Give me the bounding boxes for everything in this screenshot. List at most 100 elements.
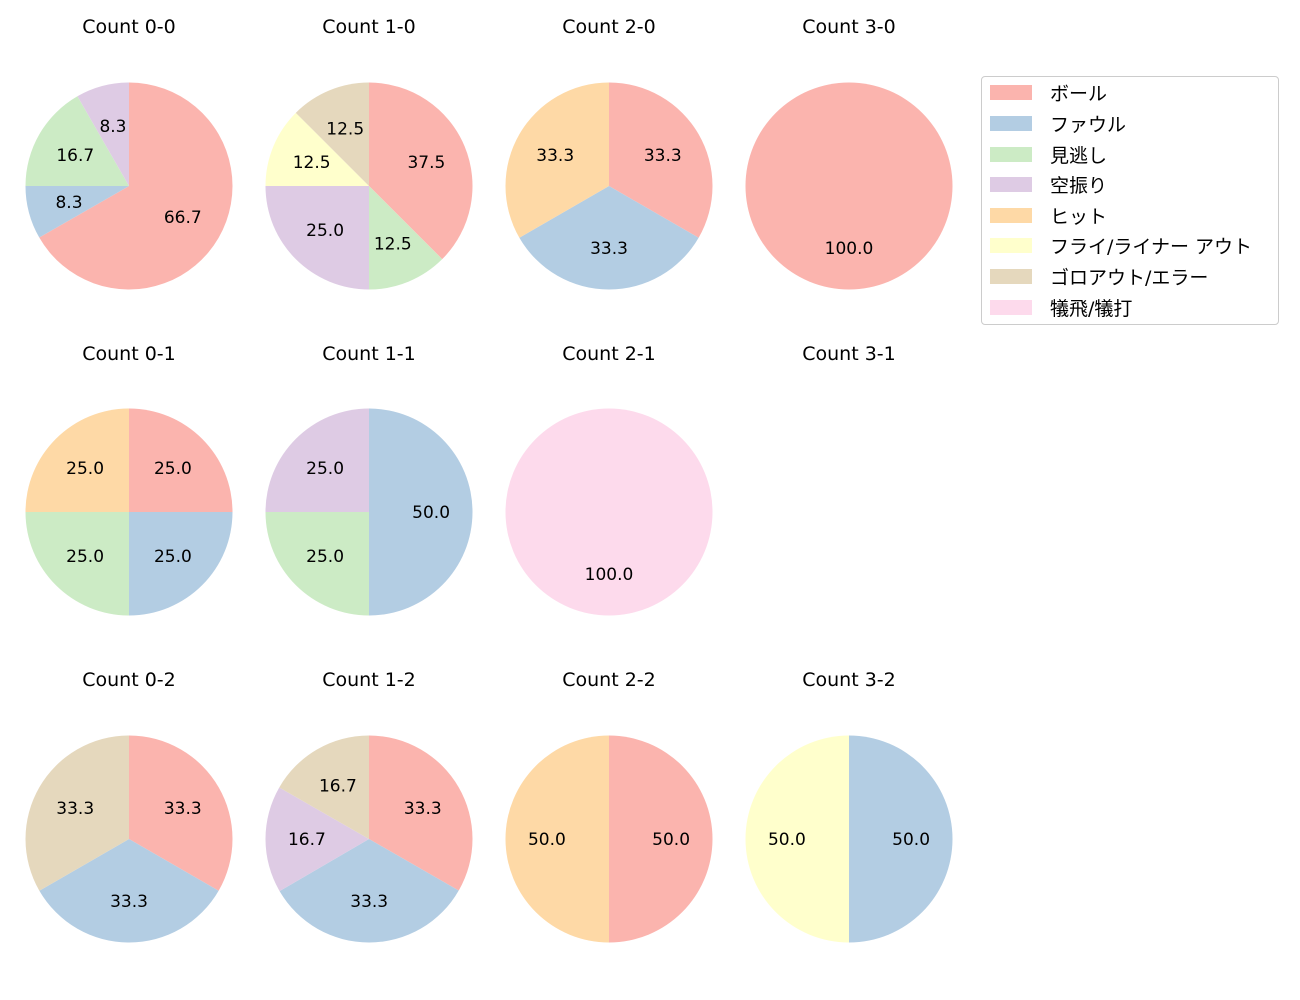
pie-slice [505,735,609,943]
pie-slice [39,82,233,290]
pie-slice [279,839,459,943]
slice-label: 37.5 [407,153,445,173]
legend-item: ボール [990,80,1108,105]
pie-slice [77,82,129,186]
pie-slice [295,82,369,186]
pie-slice [609,82,713,238]
legend-label: 見逃し [1050,144,1108,167]
legend: ボール ファウル 見逃し 空振り ヒット フライ/ライナー アウト ゴロアウト/… [981,76,1279,325]
legend-swatch [990,207,1032,223]
slice-label: 33.3 [350,892,388,912]
legend-label: ヒット [1050,205,1108,228]
slice-label: 16.7 [288,830,326,850]
slice-label: 33.3 [56,799,94,819]
slice-label: 50.0 [768,830,806,850]
pie-slice [265,787,369,892]
slice-label: 25.0 [306,459,344,479]
slice-label: 33.3 [404,799,442,819]
pie-slice [369,408,473,616]
pie-slice [25,96,129,186]
legend-label: フライ/ライナー アウト [1050,235,1253,258]
slice-label: 50.0 [412,503,450,523]
legend-label: ゴロアウト/エラー [1050,266,1209,289]
pie-slice [39,839,219,943]
pie-slice [265,512,369,616]
slice-label: 33.3 [644,146,682,166]
legend-swatch [990,299,1032,315]
legend-item: ファウル [990,111,1127,136]
slice-label: 33.3 [536,146,574,166]
legend-item: ゴロアウト/エラー [990,264,1209,289]
slice-label: 50.0 [528,830,566,850]
slice-label: 25.0 [306,221,344,241]
legend-item: フライ/ライナー アウト [990,233,1253,258]
slice-label: 33.3 [164,799,202,819]
slice-label: 8.3 [99,117,126,137]
pie-title: Count 1-0 [322,16,416,38]
pie-slice [25,735,129,891]
slice-label: 16.7 [56,146,94,166]
pie-title: Count 0-1 [82,343,176,365]
pie-title: Count 3-2 [802,669,896,691]
slice-label: 25.0 [306,547,344,567]
legend-item: 見逃し [990,142,1108,167]
pie-slice [369,735,473,891]
slice-label: 100.0 [585,565,634,585]
legend-swatch [990,268,1032,284]
legend-swatch [990,84,1032,100]
pie-title: Count 2-1 [562,343,656,365]
pie-slice [505,82,609,238]
pie-slice [849,735,953,943]
slice-label: 25.0 [66,459,104,479]
pie-title: Count 3-0 [802,16,896,38]
pie-slice [519,186,699,290]
slice-label: 25.0 [154,459,192,479]
slice-label: 33.3 [110,892,148,912]
legend-item: 犠飛/犠打 [990,295,1133,320]
slice-label: 16.7 [319,776,357,796]
legend-swatch [990,237,1032,253]
legend-label: 犠飛/犠打 [1050,297,1133,320]
slice-label: 33.3 [590,239,628,259]
slice-label: 12.5 [293,153,331,173]
pie-slice [265,186,369,290]
pie-title: Count 0-2 [82,669,176,691]
legend-label: ボール [1050,82,1108,105]
slice-label: 25.0 [66,547,104,567]
pie-slice [369,82,473,260]
slice-label: 25.0 [154,547,192,567]
pie-slice [265,408,369,512]
pie-slice [129,512,233,616]
pie-slice [609,735,713,943]
legend-label: 空振り [1050,174,1108,197]
legend-swatch [990,146,1032,162]
pie-slice [745,82,953,290]
pie-title: Count 0-0 [82,16,176,38]
legend-swatch [990,176,1032,192]
pie-slice [279,735,369,839]
slice-label: 66.7 [164,208,202,228]
slice-label: 100.0 [825,239,874,259]
pie-slice [25,408,129,512]
slice-label: 12.5 [374,234,412,254]
pie-slice [745,735,849,943]
pie-title: Count 2-2 [562,669,656,691]
slice-label: 50.0 [652,830,690,850]
legend-label: ファウル [1050,113,1127,136]
pie-slice [265,112,369,186]
pie-title: Count 2-0 [562,16,656,38]
pie-title: Count 1-2 [322,669,416,691]
pie-slice [129,735,233,891]
legend-item: 空振り [990,172,1108,197]
legend-swatch [990,115,1032,131]
